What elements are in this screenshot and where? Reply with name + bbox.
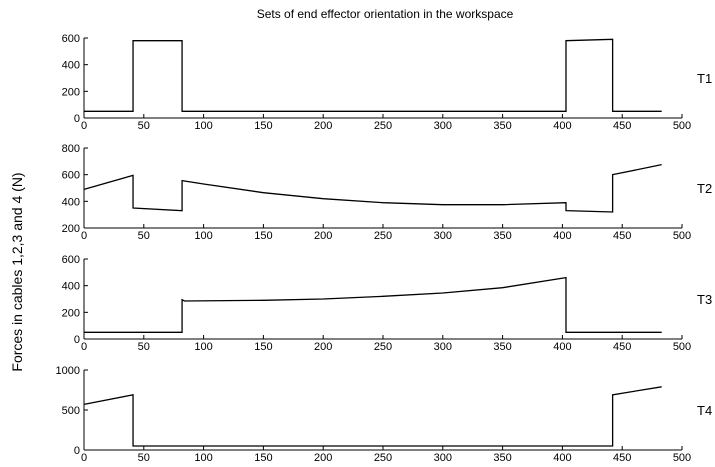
x-tick-label: 100 (194, 341, 212, 353)
x-tick-label: 500 (673, 230, 691, 242)
y-tick-label: 600 (62, 33, 80, 45)
y-tick-label: 1000 (56, 365, 80, 377)
x-tick-label: 300 (434, 452, 452, 464)
x-tick-label: 150 (254, 452, 272, 464)
x-tick-label: 0 (81, 452, 87, 464)
x-tick-label: 150 (254, 230, 272, 242)
x-tick-label: 250 (374, 452, 392, 464)
series-line-t2 (83, 164, 662, 213)
y-tick-label: 0 (74, 113, 80, 125)
y-tick-label: 0 (74, 334, 80, 346)
x-tick-label: 250 (374, 120, 392, 132)
x-tick-label: 400 (553, 452, 571, 464)
x-tick-label: 100 (194, 230, 212, 242)
series-label: T4 (697, 403, 712, 418)
x-tick-label: 100 (194, 452, 212, 464)
x-tick-label: 400 (553, 230, 571, 242)
y-tick-label: 200 (62, 223, 80, 235)
series-label: T1 (697, 71, 712, 86)
series-label: T2 (697, 181, 712, 196)
y-tick-label: 600 (62, 170, 80, 182)
x-tick-label: 350 (493, 230, 511, 242)
x-tick-label: 250 (374, 230, 392, 242)
y-tick-label: 200 (62, 86, 80, 98)
x-tick-label: 50 (138, 120, 150, 132)
y-tick-label: 400 (62, 281, 80, 293)
panel-t2: 0 50 100 150 200 250 300 350 400 450 500 200 400 600 8… (62, 143, 713, 242)
x-tick-label: 500 (673, 120, 691, 132)
x-tick-label: 200 (314, 230, 332, 242)
x-tick-label: 0 (81, 341, 87, 353)
x-tick-label: 400 (553, 341, 571, 353)
x-tick-label: 200 (314, 452, 332, 464)
x-tick-label: 400 (553, 120, 571, 132)
x-tick-label: 50 (138, 452, 150, 464)
panel-t4: 0 50 100 150 200 250 300 350 400 450 500 0 500 1000 T4 (56, 365, 713, 464)
x-tick-label: 250 (374, 341, 392, 353)
x-tick-label: 500 (673, 452, 691, 464)
y-tick-label: 800 (62, 143, 80, 155)
x-tick-label: 200 (314, 120, 332, 132)
x-tick-label: 450 (613, 120, 631, 132)
series-line-t3 (84, 276, 662, 333)
x-tick-label: 450 (613, 341, 631, 353)
series-line-t1 (84, 38, 662, 112)
y-tick-label: 600 (62, 254, 80, 266)
chart-title: Sets of end effector orientation in the … (257, 7, 514, 21)
x-tick-label: 350 (493, 452, 511, 464)
x-tick-label: 450 (613, 452, 631, 464)
y-tick-label: 200 (62, 307, 80, 319)
x-tick-label: 350 (493, 120, 511, 132)
x-tick-label: 150 (254, 341, 272, 353)
y-tick-label: 400 (62, 196, 80, 208)
series-line-t4 (83, 386, 662, 447)
x-tick-label: 50 (138, 230, 150, 242)
x-tick-label: 50 (138, 341, 150, 353)
x-tick-label: 300 (434, 341, 452, 353)
x-tick-label: 300 (434, 230, 452, 242)
series-label: T3 (697, 292, 712, 307)
y-tick-label: 400 (62, 60, 80, 72)
y-tick-label: 500 (62, 405, 80, 417)
x-tick-label: 200 (314, 341, 332, 353)
x-tick-label: 100 (194, 120, 212, 132)
x-tick-label: 300 (434, 120, 452, 132)
x-tick-label: 0 (81, 120, 87, 132)
x-tick-label: 500 (673, 341, 691, 353)
x-tick-label: 150 (254, 120, 272, 132)
panel-t3: 0 50 100 150 200 250 300 350 400 450 500 0 200 400 600… (62, 254, 713, 353)
x-tick-label: 450 (613, 230, 631, 242)
panel-t1: 0 50 100 150 200 250 300 350 400 450 500 0 200 400 600… (62, 33, 713, 132)
y-axis-label: Forces in cables 1,2,3 and 4 (N) (9, 172, 25, 371)
x-tick-label: 0 (81, 230, 87, 242)
y-tick-label: 0 (74, 445, 80, 457)
x-tick-label: 350 (493, 341, 511, 353)
